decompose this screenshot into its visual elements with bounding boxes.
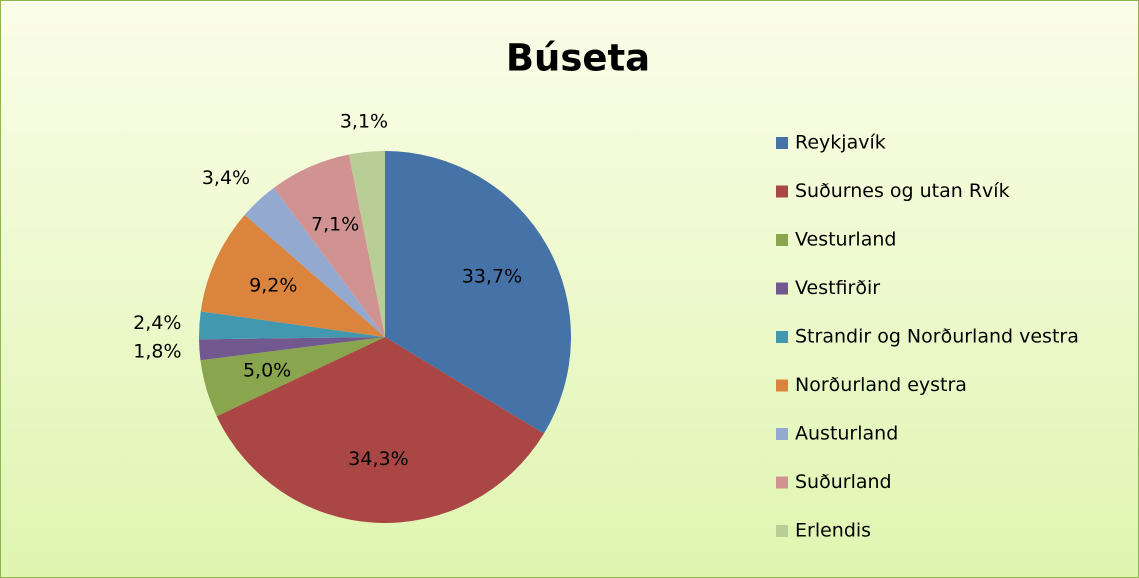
data-label: 1,8% [133, 340, 181, 362]
pie-slice [348, 151, 385, 337]
legend-swatch [776, 525, 788, 537]
pie-slice [385, 151, 571, 434]
pie-slice [244, 187, 385, 337]
data-label: 2,4% [133, 312, 181, 334]
legend-swatch [776, 379, 788, 392]
data-label: 3,1% [340, 111, 388, 133]
legend-swatch [776, 137, 788, 149]
data-label: 7,1% [311, 213, 359, 235]
legend-label: Vesturland [795, 229, 896, 251]
legend-label: Austurland [795, 423, 898, 445]
legend-swatch [776, 476, 788, 489]
legend-swatch [776, 185, 788, 198]
data-label: 33,7% [462, 265, 522, 287]
chart-title: Búseta [506, 37, 650, 80]
pie-slice [198, 311, 385, 340]
legend-label: Strandir og Norðurland vestra [795, 326, 1079, 348]
pie-slice [273, 154, 385, 337]
pie-slice [216, 337, 544, 524]
pie-slice [200, 214, 385, 337]
legend-label: Norðurland eystra [795, 374, 967, 396]
legend-label: Suðurland [795, 471, 892, 493]
data-label: 34,3% [348, 448, 408, 470]
legend-swatch [776, 331, 788, 343]
legend-swatch [776, 234, 788, 246]
legend-label: Vestfirðir [795, 277, 880, 299]
legend-label: Reykjavík [795, 132, 886, 154]
data-label: 9,2% [249, 275, 297, 297]
data-label: 3,4% [202, 167, 250, 189]
data-label: 5,0% [243, 360, 291, 382]
legend-swatch [776, 428, 788, 440]
legend-label: Suðurnes og utan Rvík [795, 180, 1010, 202]
pie-slice [199, 337, 385, 361]
legend-label: Erlendis [795, 520, 871, 542]
pie-slice [200, 337, 385, 417]
legend-swatch [776, 282, 788, 295]
